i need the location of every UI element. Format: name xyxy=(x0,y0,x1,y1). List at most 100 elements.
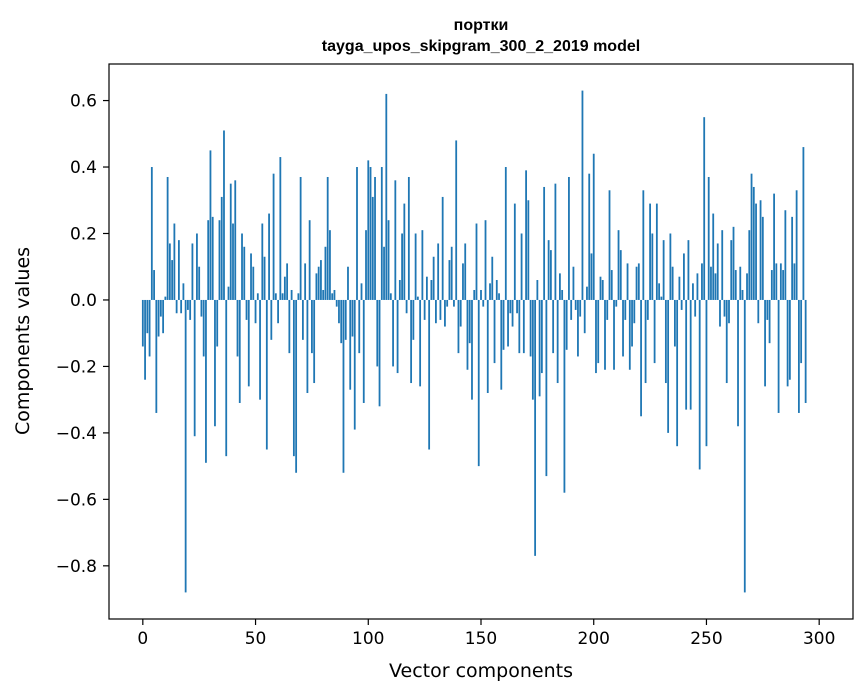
bar xyxy=(525,170,527,300)
plot-frame xyxy=(108,63,854,620)
bar xyxy=(200,299,203,317)
bar xyxy=(759,200,762,300)
bar xyxy=(159,299,162,317)
bar xyxy=(486,299,489,394)
bar xyxy=(743,299,746,593)
bar xyxy=(394,180,397,300)
bar xyxy=(320,260,322,300)
bar xyxy=(701,263,703,300)
bar xyxy=(768,299,771,344)
bar xyxy=(755,203,757,300)
bar xyxy=(757,299,760,324)
bar xyxy=(398,280,401,300)
bar xyxy=(439,299,442,320)
bar xyxy=(389,293,392,300)
bar xyxy=(791,216,794,300)
bars-group xyxy=(141,90,807,593)
bar xyxy=(734,270,737,300)
bar xyxy=(464,243,467,300)
bar xyxy=(633,299,636,324)
bar xyxy=(489,283,491,300)
bar xyxy=(513,203,516,300)
bar xyxy=(162,299,165,334)
bar xyxy=(495,280,498,300)
bar xyxy=(703,117,706,300)
bar xyxy=(340,299,343,344)
bar xyxy=(741,289,744,300)
bar xyxy=(198,266,201,300)
bar xyxy=(531,299,534,400)
bar xyxy=(547,240,550,300)
bar xyxy=(444,299,446,327)
bar xyxy=(380,167,383,300)
bar xyxy=(369,167,372,300)
bar xyxy=(782,270,785,300)
bar xyxy=(604,299,606,370)
bar xyxy=(256,293,259,300)
bar xyxy=(234,180,237,300)
bar xyxy=(802,147,805,300)
bar xyxy=(649,203,651,300)
bar xyxy=(588,173,591,300)
bar xyxy=(748,230,751,300)
bar xyxy=(559,273,561,300)
x-axis-label: Vector components xyxy=(389,660,573,682)
bar xyxy=(153,270,155,300)
bar xyxy=(676,299,679,447)
bar xyxy=(728,299,730,324)
bar xyxy=(166,176,169,300)
bar xyxy=(615,299,618,307)
bar xyxy=(241,233,243,300)
bar xyxy=(536,280,539,300)
bar xyxy=(245,299,248,320)
bar xyxy=(504,167,507,300)
bar xyxy=(552,299,555,354)
bar xyxy=(786,299,789,387)
bar xyxy=(637,263,640,300)
bar xyxy=(371,196,374,300)
bar xyxy=(529,299,532,357)
bar xyxy=(205,299,207,463)
bar xyxy=(329,230,331,300)
bar xyxy=(216,299,219,347)
bar xyxy=(723,299,726,317)
bar xyxy=(459,299,462,327)
bar xyxy=(351,299,354,337)
x-tick-label: 0 xyxy=(137,629,148,649)
bar xyxy=(338,299,340,324)
bar xyxy=(730,240,733,300)
bar xyxy=(383,246,385,300)
bar xyxy=(421,230,424,300)
bar xyxy=(477,299,480,467)
bar xyxy=(522,299,525,354)
bar xyxy=(220,196,223,300)
bar xyxy=(232,223,234,300)
bar xyxy=(520,233,523,300)
bar xyxy=(270,299,273,340)
bar xyxy=(635,266,638,300)
bar xyxy=(146,299,149,334)
bar xyxy=(683,253,685,300)
bar xyxy=(175,299,178,314)
bar xyxy=(268,213,270,300)
y-tick-label: 0.0 xyxy=(70,291,97,311)
bar xyxy=(473,289,476,300)
bar xyxy=(626,263,629,300)
bar xyxy=(191,243,194,300)
bar xyxy=(750,173,753,300)
y-tick-label: −0.2 xyxy=(56,357,97,377)
x-tick-label: 250 xyxy=(690,629,722,649)
bar xyxy=(141,299,144,347)
bar xyxy=(423,299,426,320)
chart-subtitle: tayga_upos_skipgram_300_2_2019 model xyxy=(322,38,640,55)
bar xyxy=(299,176,302,300)
bar xyxy=(214,299,216,427)
bar xyxy=(705,299,708,447)
x-tick-label: 200 xyxy=(578,629,610,649)
bar xyxy=(583,299,586,334)
bar xyxy=(592,153,595,300)
bar xyxy=(259,299,261,400)
bar xyxy=(223,130,225,300)
bar xyxy=(428,299,431,450)
bar xyxy=(288,299,291,354)
